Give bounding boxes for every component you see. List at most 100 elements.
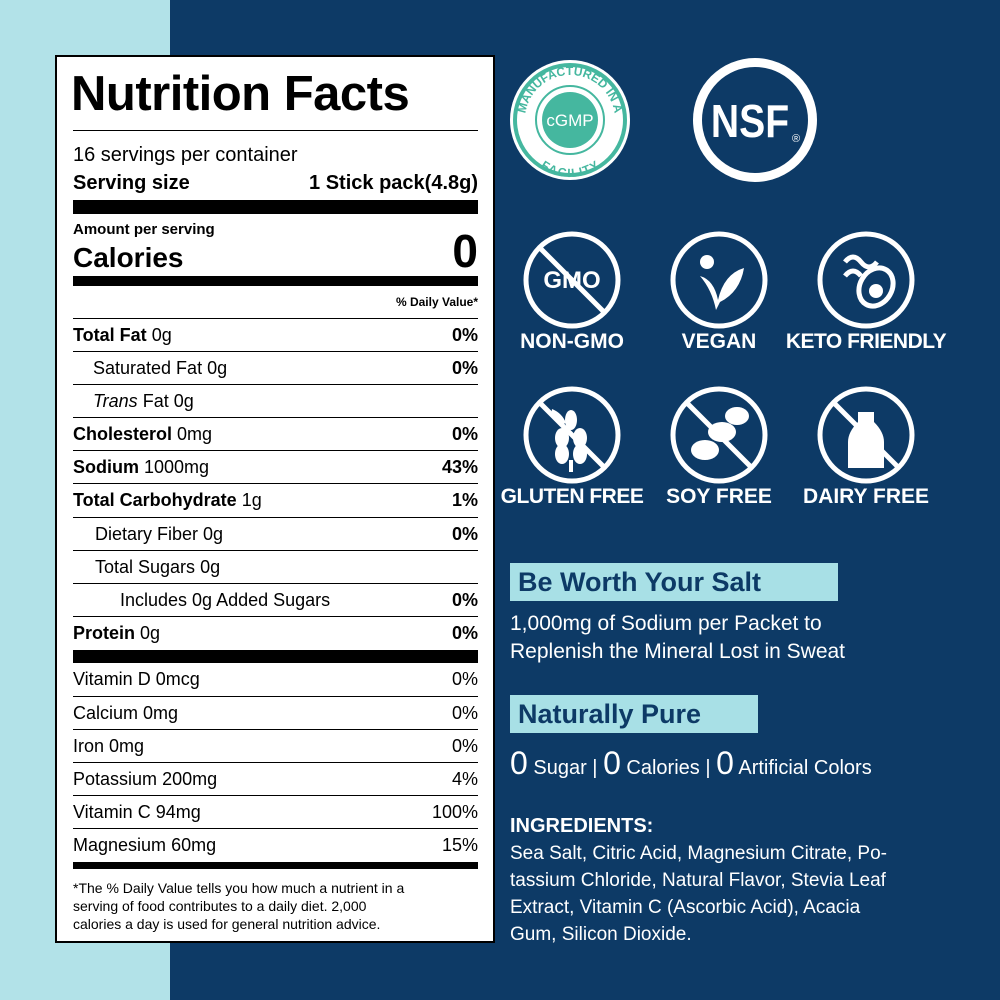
text: FACILITY [539, 158, 602, 180]
shape: Total Sugars 0g [73, 557, 220, 578]
dv-header: % Daily Value* [395, 295, 478, 309]
shape: Total Fat 0g 0% [73, 318, 478, 351]
shape: Cholesterol 0mg 0% [73, 417, 478, 450]
feature-label: KETO FRIENDLY [785, 330, 947, 353]
text: Total Fat [73, 324, 147, 345]
shape: Vitamin C 94mg 100% [73, 795, 478, 828]
shape: FACILITY [539, 158, 602, 180]
shape: Magnesium 60mg 15% [73, 828, 478, 861]
text: GMO [543, 267, 600, 294]
shape: Protein 0g 0% [73, 616, 478, 650]
text: Includes 0g Added Sugars [120, 589, 331, 610]
headline: Be Worth Your Salt [510, 563, 838, 601]
text: cGMP [546, 111, 593, 130]
shape: Total Carbohydrate 1g 1% [73, 483, 478, 516]
shape [708, 422, 736, 442]
feature-label: DAIRY FREE [802, 485, 930, 508]
text: 4% [451, 768, 478, 789]
text: 1000mg [144, 456, 210, 477]
shape [817, 231, 915, 329]
text: Iron [73, 735, 105, 756]
shape: Total Sugars 0g [73, 550, 478, 583]
shape: Sodium 1000mg 43% [73, 450, 478, 483]
text: 0 [603, 745, 621, 781]
text: 0mg [177, 423, 213, 444]
text: Vitamin D [73, 669, 151, 689]
text: 0g [140, 623, 161, 643]
text: 0g [173, 390, 194, 411]
shape: Calcium 0mg [73, 703, 178, 724]
shape: Magnesium 60mg [73, 835, 216, 856]
text: Artificial Colors [738, 757, 872, 779]
feature-label: NON-GMO [520, 330, 624, 353]
shape [700, 255, 714, 269]
text: 0g [207, 357, 228, 378]
servings: 16 servings per container [73, 144, 298, 166]
amount-per-serving: Amount per serving [73, 221, 215, 238]
text: | [705, 757, 711, 779]
text: 15% [441, 834, 478, 855]
shape [73, 650, 478, 663]
text: 1% [451, 489, 478, 510]
text: INGREDIENTS: [510, 815, 654, 837]
text: 0mg [109, 735, 145, 756]
text: Calories [626, 757, 700, 779]
text: 0% [451, 589, 478, 610]
nf-title: Nutrition Facts [71, 67, 410, 121]
shape [73, 276, 478, 286]
shape [551, 255, 884, 472]
text: Potassium [73, 768, 158, 789]
shape [569, 460, 573, 472]
shape [869, 284, 883, 298]
shape [700, 268, 744, 310]
text: | [592, 757, 598, 779]
shape: Vitamin D 0mcg [73, 669, 200, 690]
text: 0g [200, 556, 221, 577]
shape: Iron 0mg 0% [73, 729, 478, 762]
shape: Total Carbohydrate 1g [73, 490, 262, 511]
text: 0% [451, 669, 478, 689]
text: Protein [73, 623, 136, 643]
text: NSF [711, 96, 789, 148]
calories-label: Calories [73, 242, 184, 273]
shape [523, 231, 621, 329]
shape: Saturated Fat 0g 0% [73, 351, 478, 384]
text: Gum, Silicon Dioxide. [510, 924, 692, 945]
shape: Dietary Fiber 0g 0% [73, 517, 478, 550]
shape: Saturated Fat 0g [73, 358, 227, 379]
feature-label: GLUTEN FREE [500, 485, 644, 508]
text: calories a day is used for general nutri… [73, 916, 381, 932]
text: Dietary Fiber [95, 523, 199, 544]
text: *The % Daily Value tells you how much a … [73, 880, 405, 896]
feature-label: SOY FREE [666, 485, 772, 508]
text: 0mcg [155, 669, 200, 689]
shape [573, 428, 587, 448]
pure-claims: 0 Sugar | 0 Calories | 0 Artificial Colo… [510, 745, 872, 782]
shape [73, 200, 478, 214]
shape [670, 231, 768, 329]
shape [573, 444, 587, 464]
text: Vitamin C [73, 801, 151, 822]
shape: Potassium 200mg [73, 769, 217, 790]
text: Fat [142, 390, 169, 411]
shape [848, 412, 884, 468]
shape [843, 254, 879, 278]
shape: Total Fat 0g [73, 325, 172, 346]
shape [817, 386, 915, 484]
shape [73, 130, 478, 131]
shape [542, 92, 598, 148]
shape: Potassium 200mg 4% [73, 762, 478, 795]
text: Cholesterol [73, 423, 173, 444]
text: Sodium [73, 456, 139, 477]
text: serving of food contributes to a daily d… [73, 898, 367, 914]
shape [670, 386, 768, 484]
text: Sugar [533, 757, 587, 779]
shape: Includes 0g Added Sugars 0% [73, 583, 478, 616]
text: Total Sugars [95, 556, 196, 577]
shape: Vitamin D 0mcg 0% [73, 663, 478, 696]
shape: Dietary Fiber 0g [73, 524, 223, 545]
text: 0g [203, 523, 224, 544]
shape [513, 63, 627, 177]
